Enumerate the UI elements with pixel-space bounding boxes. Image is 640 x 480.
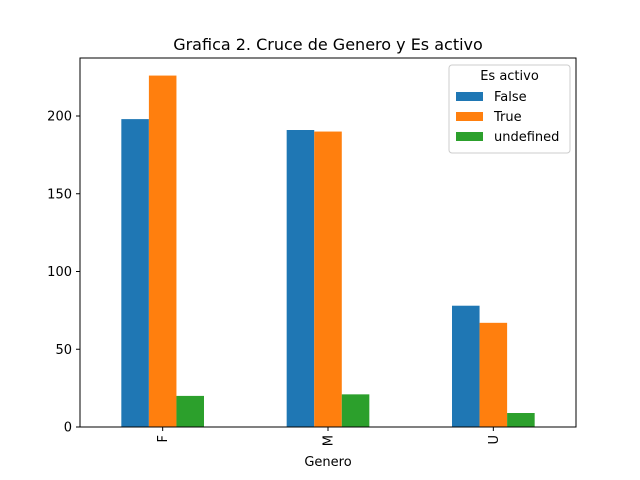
y-tick-label: 100 [47, 265, 72, 280]
bar-False-M [286, 130, 315, 427]
y-tick-label: 0 [64, 421, 72, 436]
x-tick-label: U [487, 435, 502, 445]
axes: 0 50 100 150 200 F M U [47, 57, 577, 446]
bar-True-U [479, 322, 508, 427]
bar-undefined-F [176, 395, 204, 427]
y-tick-label: 50 [55, 343, 72, 358]
bar-True-F [148, 75, 177, 427]
legend: Es activo False True undefined [448, 64, 571, 154]
y-tick-label: 150 [47, 187, 72, 202]
legend-swatch-True [456, 112, 483, 121]
x-tick-label: F [156, 435, 171, 442]
y-tick-label: 200 [47, 110, 72, 125]
bars [121, 75, 535, 428]
bar-False-F [121, 119, 149, 428]
legend-swatch-False [456, 92, 483, 101]
bar-True-M [314, 131, 342, 428]
x-tick-label: M [322, 435, 337, 446]
legend-title: Es activo [480, 69, 539, 84]
legend-label-undefined: undefined [494, 130, 559, 145]
chart-title: Grafica 2. Cruce de Genero y Es activo [173, 35, 483, 54]
x-axis-label: Genero [304, 455, 351, 470]
bar-undefined-U [507, 413, 535, 427]
bar-False-U [452, 305, 480, 427]
legend-label-True: True [493, 110, 522, 125]
legend-swatch-undefined [456, 132, 483, 141]
legend-label-False: False [494, 90, 527, 105]
legend-box [448, 64, 571, 154]
bar-undefined-M [341, 394, 370, 427]
